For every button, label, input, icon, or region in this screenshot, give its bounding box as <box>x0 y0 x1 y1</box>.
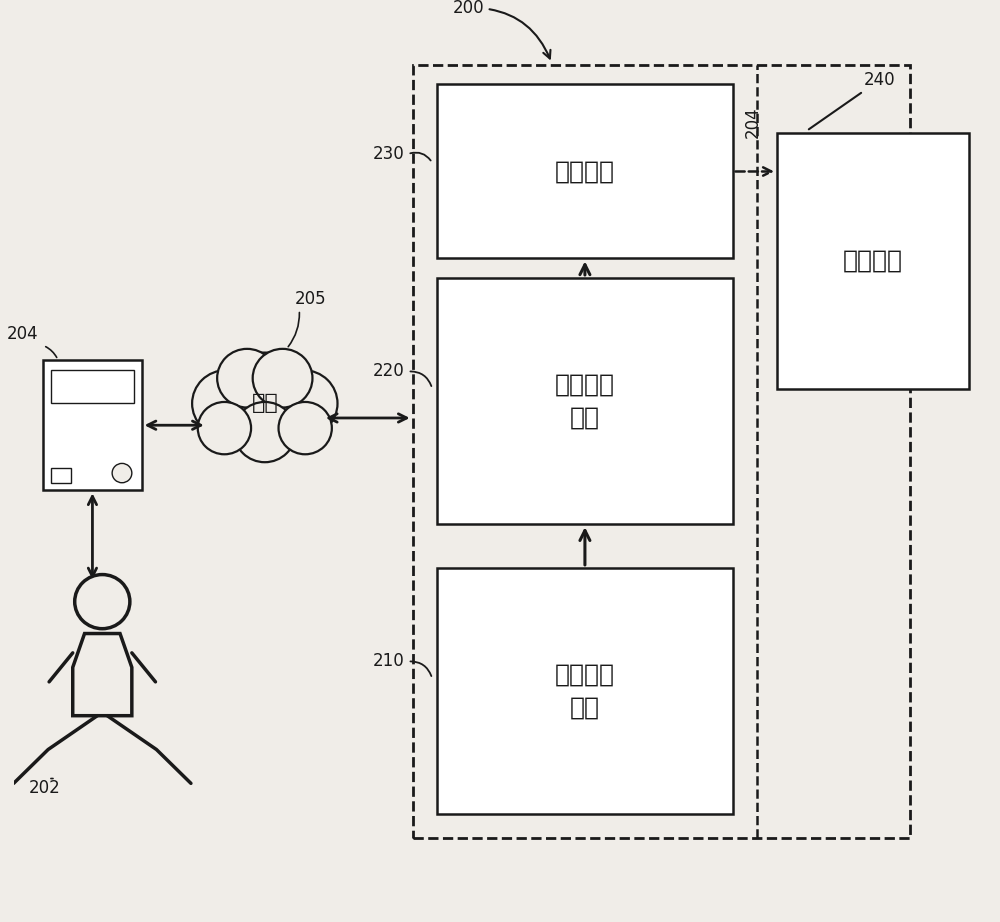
Polygon shape <box>73 633 132 715</box>
Circle shape <box>198 402 251 455</box>
Text: 对话组件: 对话组件 <box>555 160 615 183</box>
Text: 200: 200 <box>452 0 550 58</box>
Bar <box>413 65 910 838</box>
Bar <box>777 133 969 389</box>
Circle shape <box>75 574 130 629</box>
Circle shape <box>192 371 260 437</box>
Bar <box>51 468 71 483</box>
Text: 语音识别
组件: 语音识别 组件 <box>555 662 615 720</box>
Circle shape <box>223 352 307 435</box>
Circle shape <box>253 349 312 408</box>
Text: 语言理解
组件: 语言理解 组件 <box>555 372 615 430</box>
Bar <box>51 370 134 404</box>
Text: 204: 204 <box>743 106 761 137</box>
Text: 205: 205 <box>294 290 326 308</box>
Text: 230: 230 <box>373 145 405 163</box>
Bar <box>437 568 733 814</box>
Circle shape <box>112 464 132 483</box>
Circle shape <box>253 349 312 408</box>
Circle shape <box>279 402 332 455</box>
Circle shape <box>270 371 337 437</box>
Text: 210: 210 <box>373 653 405 670</box>
Circle shape <box>217 349 277 408</box>
Circle shape <box>223 352 307 435</box>
Circle shape <box>270 371 337 437</box>
Bar <box>43 360 142 491</box>
Circle shape <box>234 402 295 462</box>
Circle shape <box>198 402 251 455</box>
Text: 网络: 网络 <box>251 394 278 413</box>
Circle shape <box>234 402 295 462</box>
Text: 204: 204 <box>7 325 38 343</box>
Bar <box>437 278 733 525</box>
Text: 202: 202 <box>28 778 60 797</box>
Text: 240: 240 <box>863 71 895 89</box>
Circle shape <box>217 349 277 408</box>
Text: 220: 220 <box>373 362 405 381</box>
Bar <box>437 85 733 258</box>
Circle shape <box>192 371 260 437</box>
Circle shape <box>279 402 332 455</box>
Text: 后端引擎: 后端引擎 <box>843 249 903 273</box>
